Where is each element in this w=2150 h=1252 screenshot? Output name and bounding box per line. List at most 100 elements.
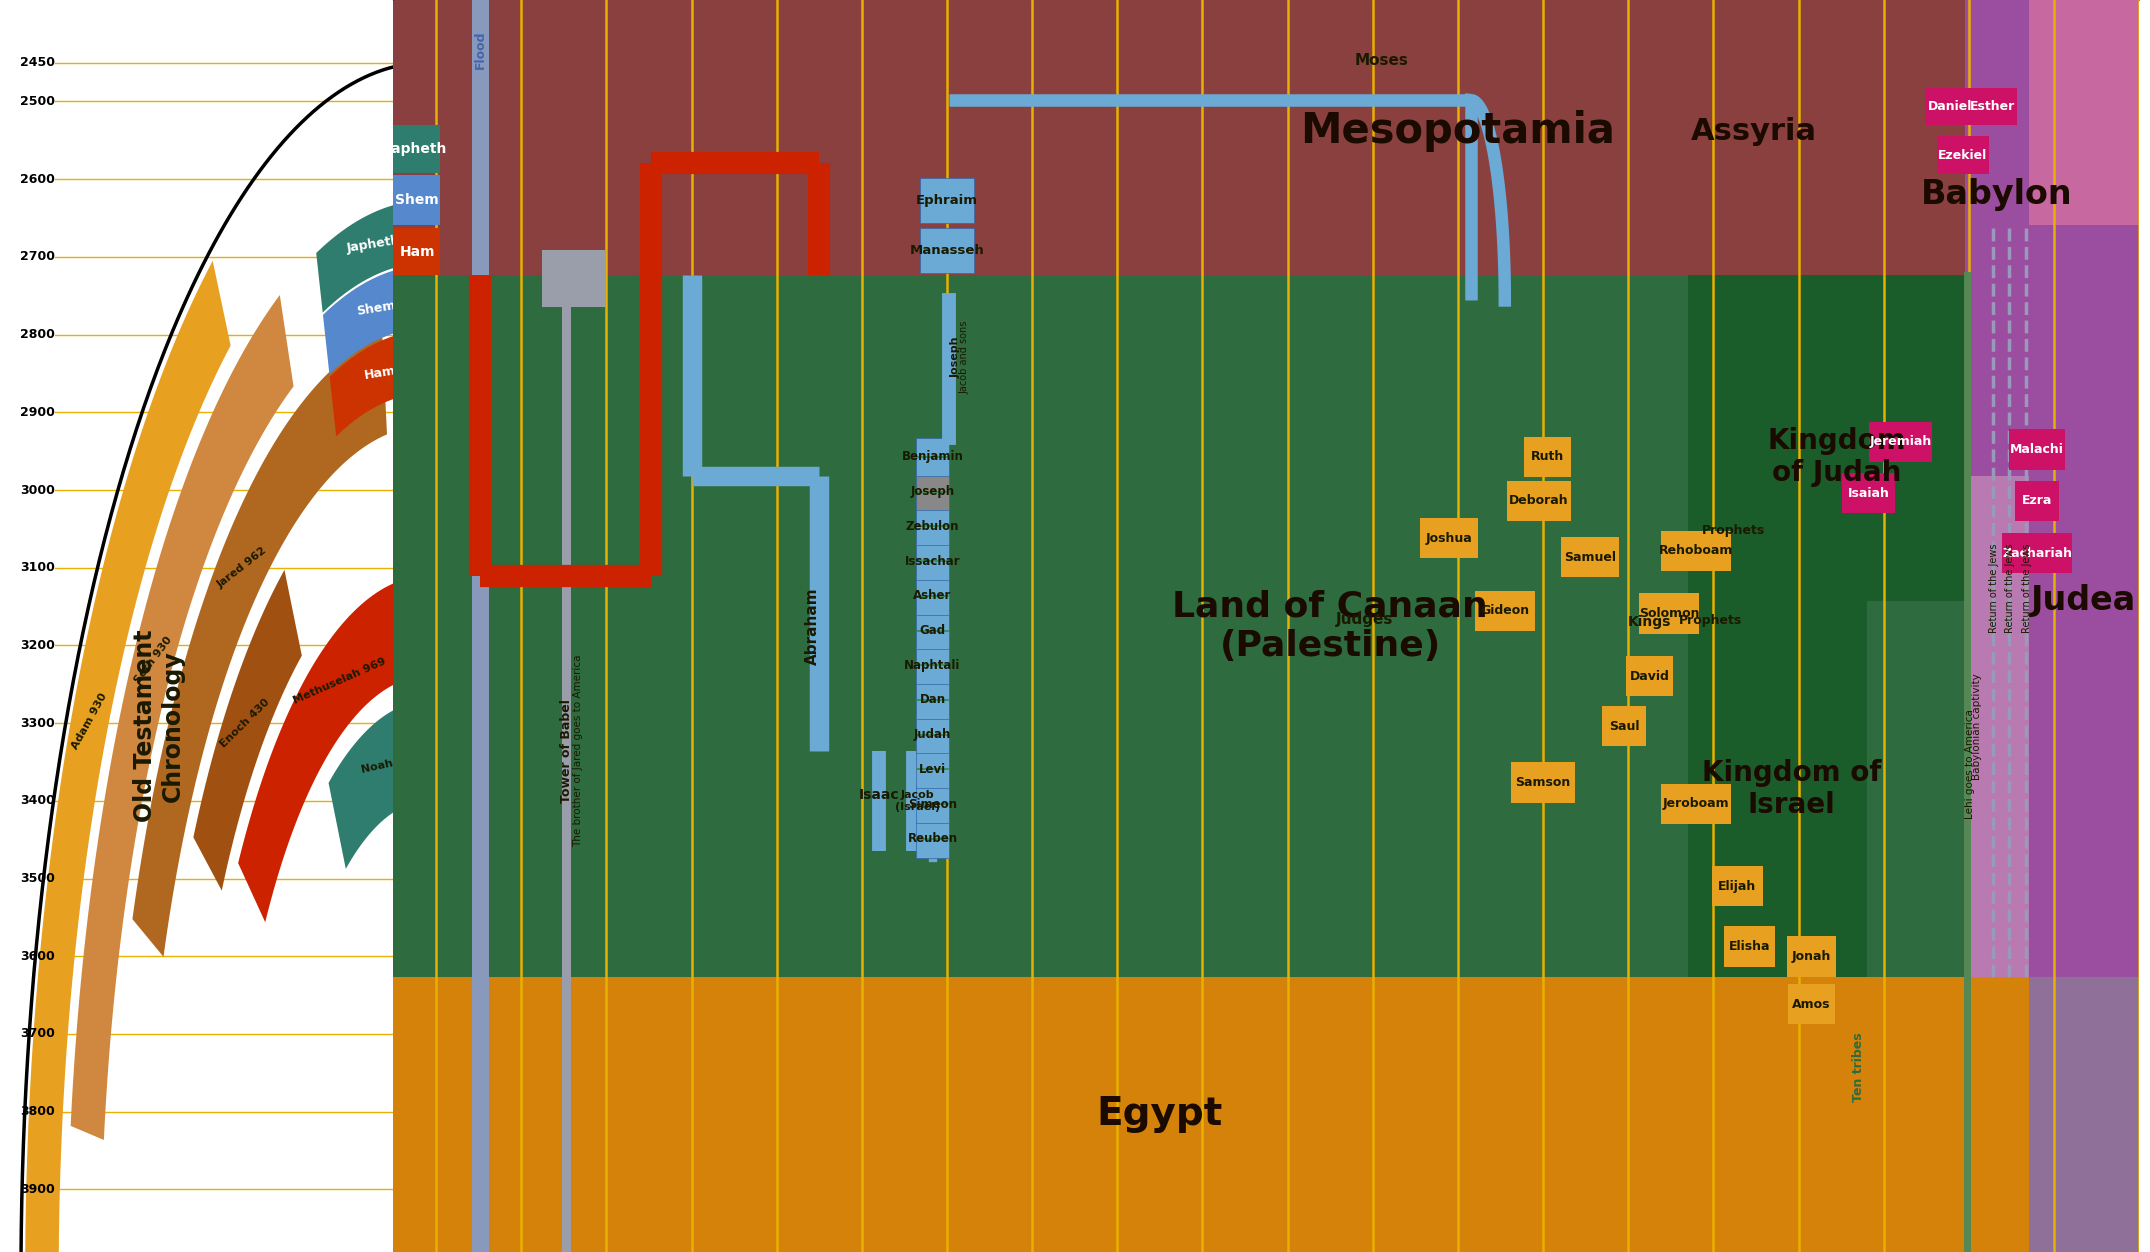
Polygon shape [239,576,454,923]
Text: Kings: Kings [1628,615,1671,630]
Bar [1868,422,1933,462]
Bar [1937,136,1989,174]
Text: Return of the Jews: Return of the Jews [2021,543,2032,634]
Bar [2030,0,2139,1252]
Text: Simeon: Simeon [907,798,957,810]
Polygon shape [26,260,230,1252]
Bar [1638,593,1698,634]
Text: Joshua: Joshua [1425,532,1473,545]
Bar [916,785,948,823]
Bar [1511,762,1576,803]
Text: Babylon: Babylon [1922,178,2073,210]
Text: 2900: 2900 [19,406,56,419]
Text: Kingdom
of Judah: Kingdom of Judah [1767,427,1907,487]
Text: Enoch 430: Enoch 430 [219,697,273,750]
Text: Solomon: Solomon [1638,607,1698,620]
Bar [920,228,974,273]
Text: Egypt: Egypt [1096,1096,1223,1133]
Bar [1524,437,1572,477]
Text: 3100: 3100 [19,561,56,575]
Text: Seth 930: Seth 930 [131,635,174,685]
Text: Issachar: Issachar [905,555,961,567]
Text: Asher: Asher [914,590,952,602]
Text: Flood: Flood [473,31,486,69]
Text: Prophets: Prophets [1679,615,1742,627]
Bar [916,646,948,684]
Polygon shape [329,331,428,437]
Bar [1724,926,1774,967]
Text: Methuselah 969: Methuselah 969 [292,656,387,706]
Text: Jeroboam: Jeroboam [1664,798,1731,810]
Text: Kingdom of
Israel: Kingdom of Israel [1703,759,1881,819]
Bar [2008,429,2066,470]
Text: Rehoboam: Rehoboam [1660,545,1733,557]
Text: Old Testament
Chronology: Old Testament Chronology [133,630,185,823]
Bar [916,681,948,719]
Bar [2002,533,2073,573]
Bar [542,250,606,307]
Bar [1475,591,1535,631]
Text: 3900: 3900 [19,1183,56,1196]
Polygon shape [316,200,428,313]
Text: 2450: 2450 [19,56,56,69]
Bar [1507,481,1572,521]
Bar [1662,784,1731,824]
Bar [2030,0,2139,225]
Text: 3400: 3400 [19,794,56,808]
Text: 3800: 3800 [19,1106,56,1118]
Text: Prophets: Prophets [1703,525,1765,537]
Polygon shape [329,701,449,869]
Text: Manasseh: Manasseh [909,244,985,257]
Text: Isaac: Isaac [858,788,899,803]
Text: Joseph: Joseph [950,336,961,378]
Bar [393,175,441,225]
Text: Ephraim: Ephraim [916,194,978,207]
Bar [471,0,488,1252]
Bar [1965,0,2030,476]
Bar [1843,473,1894,513]
Bar [1840,0,1965,275]
Text: Elisha: Elisha [1729,940,1769,953]
Bar [1965,476,2030,977]
Bar [916,716,948,754]
Bar [1789,984,1834,1024]
Text: Japheth: Japheth [387,141,447,156]
Bar [1625,656,1673,696]
Bar [916,542,948,580]
Text: Levi: Levi [918,762,946,776]
Text: Gad: Gad [920,623,946,637]
Bar [916,438,948,476]
Bar [393,0,2139,275]
Text: Mesopotamia: Mesopotamia [1301,110,1615,153]
Text: Samson: Samson [1516,776,1572,789]
Text: Zachariah: Zachariah [2002,547,2073,560]
Text: Naphtali: Naphtali [905,659,961,672]
Text: 2700: 2700 [19,250,56,263]
Bar [1602,706,1647,746]
Text: Jacob
(Israel): Jacob (Israel) [894,790,940,813]
Text: Abraham: Abraham [804,587,819,665]
Text: Land of Canaan
(Palestine): Land of Canaan (Palestine) [1172,590,1488,662]
Bar [916,507,948,545]
Text: 3200: 3200 [19,639,56,652]
Text: Moses: Moses [1354,53,1408,68]
Text: Jacob and sons: Jacob and sons [959,321,970,393]
Bar [1787,936,1836,977]
Text: Ham: Ham [400,244,434,259]
Polygon shape [322,265,428,374]
Text: 3000: 3000 [19,483,56,497]
Text: Judah: Judah [914,729,950,741]
Text: Ruth: Ruth [1531,451,1563,463]
Text: Saul: Saul [1608,720,1638,732]
Text: Reuben: Reuben [907,833,957,845]
Text: Shem: Shem [355,299,398,318]
Text: 3600: 3600 [19,950,56,963]
Text: Jared 962: Jared 962 [215,545,269,590]
Text: Samuel: Samuel [1563,551,1617,563]
Text: Babylonian captivity: Babylonian captivity [1972,672,1982,780]
Text: Lehi goes to America: Lehi goes to America [1965,709,1976,819]
Text: 3500: 3500 [19,873,56,885]
Text: Deborah: Deborah [1509,495,1570,507]
Bar [916,612,948,650]
Text: Tower of Babel: Tower of Babel [559,700,572,803]
